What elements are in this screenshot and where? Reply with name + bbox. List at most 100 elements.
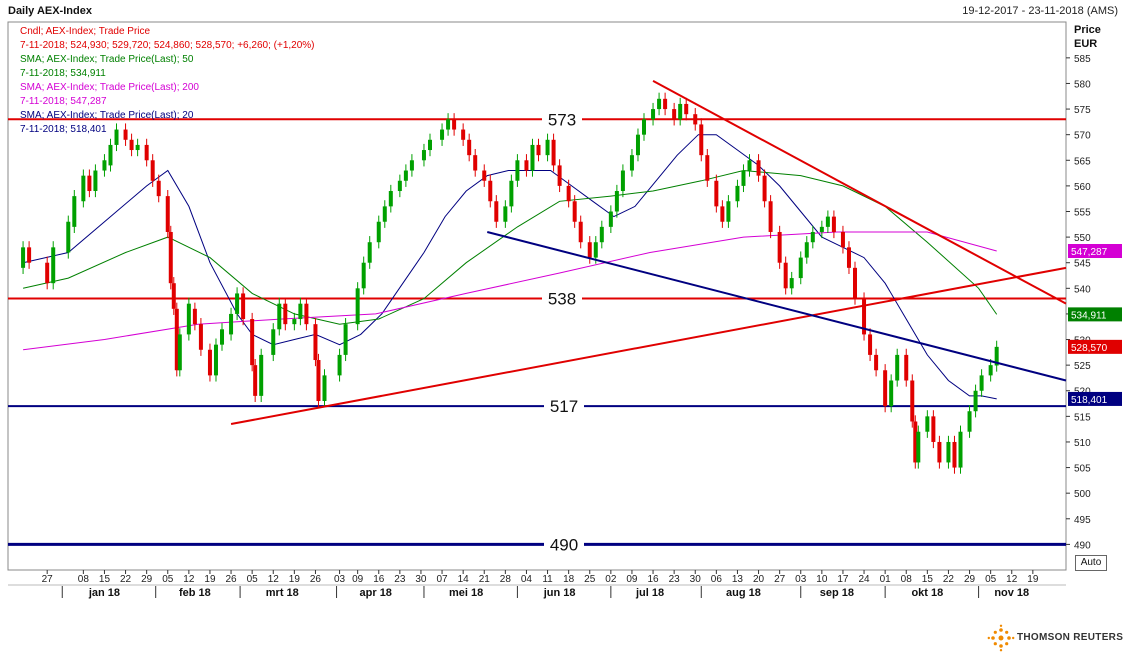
x-tick-label: 29 <box>141 574 153 585</box>
brand-name: THOMSON REUTERS <box>1017 632 1124 643</box>
candle-body <box>642 119 647 135</box>
month-label: sep 18 <box>820 587 854 599</box>
candle-body <box>593 242 598 258</box>
candle-body <box>87 175 92 192</box>
candle-body <box>789 278 794 289</box>
x-tick-label: 08 <box>78 574 90 585</box>
x-tick-label: 04 <box>521 574 533 585</box>
x-tick-label: 19 <box>289 574 301 585</box>
last-value-badge <box>1068 307 1122 322</box>
sma-layer <box>22 134 998 400</box>
candle-body <box>825 216 830 227</box>
x-tick-label: 12 <box>268 574 280 585</box>
candle-body <box>165 196 170 232</box>
candle-body <box>241 293 246 320</box>
month-label: aug 18 <box>726 587 761 599</box>
x-tick-label: 24 <box>858 574 870 585</box>
candle-body <box>473 155 478 171</box>
last-value-badge <box>1068 243 1122 258</box>
y-tick-label: 585 <box>1074 54 1091 65</box>
candle-body <box>810 231 815 243</box>
candle-body <box>253 365 258 396</box>
level-label-bg <box>542 289 582 308</box>
candle-body <box>93 170 98 192</box>
sma-line <box>22 134 997 400</box>
x-tick-label: 25 <box>584 574 596 585</box>
last-value-label: 528,570 <box>1071 343 1108 354</box>
candle-body <box>530 144 535 171</box>
y-tick-label: 550 <box>1074 233 1091 244</box>
month-label: jan 18 <box>88 587 120 599</box>
y-tick-label: 515 <box>1074 412 1091 423</box>
candle-body <box>102 160 107 171</box>
last-value-badge <box>1068 339 1122 354</box>
y-tick-label: 575 <box>1074 105 1091 116</box>
y-tick-label: 565 <box>1074 156 1091 167</box>
candle-body <box>403 170 408 181</box>
month-label: feb 18 <box>179 587 211 599</box>
x-tick-label: 07 <box>436 574 448 585</box>
x-tick-label: 10 <box>816 574 828 585</box>
candle-body <box>678 103 683 120</box>
x-tick-label: 23 <box>394 574 406 585</box>
x-tick-label: 26 <box>310 574 322 585</box>
candle-body <box>343 324 348 355</box>
candle-body <box>488 180 493 202</box>
x-tick-label: 22 <box>943 574 955 585</box>
candle-body <box>174 308 179 371</box>
y-tick-label: 500 <box>1074 489 1091 500</box>
x-tick-label: 01 <box>880 574 892 585</box>
candle-body <box>298 303 303 320</box>
candle-body <box>747 160 752 171</box>
candle-body <box>672 109 677 120</box>
trend-line <box>652 80 1067 305</box>
candle-body <box>895 354 900 381</box>
candle-body <box>699 124 704 156</box>
x-tick-label: 30 <box>415 574 427 585</box>
candle-body <box>229 313 234 335</box>
candle-body <box>988 365 993 376</box>
level-label: 517 <box>550 397 578 416</box>
y-tick-label: 505 <box>1074 464 1091 475</box>
candle-body <box>467 139 472 156</box>
candle-body <box>397 180 402 192</box>
x-tick-label: 16 <box>373 574 385 585</box>
candle-body <box>705 155 710 181</box>
candle-body <box>853 267 858 299</box>
candle-body <box>21 247 26 268</box>
sma-line <box>23 231 997 351</box>
candle-body <box>925 416 930 432</box>
candle-body <box>756 160 761 176</box>
last-value-label: 547,287 <box>1071 247 1108 258</box>
candle-body <box>277 303 282 330</box>
x-tick-label: 03 <box>334 574 346 585</box>
x-tick-label: 05 <box>247 574 259 585</box>
candle-body <box>220 329 225 345</box>
legend: Cndl; AEX-Index; Trade Price 7-11-2018; 5… <box>20 25 315 137</box>
candle-body <box>777 231 782 263</box>
candle-body <box>259 354 264 396</box>
candle-body <box>551 139 556 166</box>
candle-body <box>81 175 86 202</box>
candle-body <box>27 247 32 263</box>
candle-body <box>651 109 656 120</box>
last-value-badge <box>1068 391 1122 406</box>
x-tick-label: 11 <box>542 574 553 585</box>
candle-body <box>123 129 128 140</box>
y-tick-label: 495 <box>1074 515 1091 526</box>
x-tick-label: 21 <box>479 574 491 585</box>
x-tick-label: 27 <box>774 574 786 585</box>
candle-body <box>150 160 155 181</box>
auto-scale-button[interactable]: Auto <box>1075 555 1107 571</box>
thomson-reuters-icon <box>987 624 1015 652</box>
candle-body <box>916 431 921 463</box>
candle-body <box>910 380 915 422</box>
x-tick-label: 22 <box>120 574 132 585</box>
legend-line: SMA; AEX-Index; Trade Price(Last); 50 <box>20 54 194 65</box>
candle-body <box>952 441 957 468</box>
candle-body <box>51 247 56 284</box>
y-tick-label: 490 <box>1074 540 1091 551</box>
candle-body <box>461 129 466 140</box>
